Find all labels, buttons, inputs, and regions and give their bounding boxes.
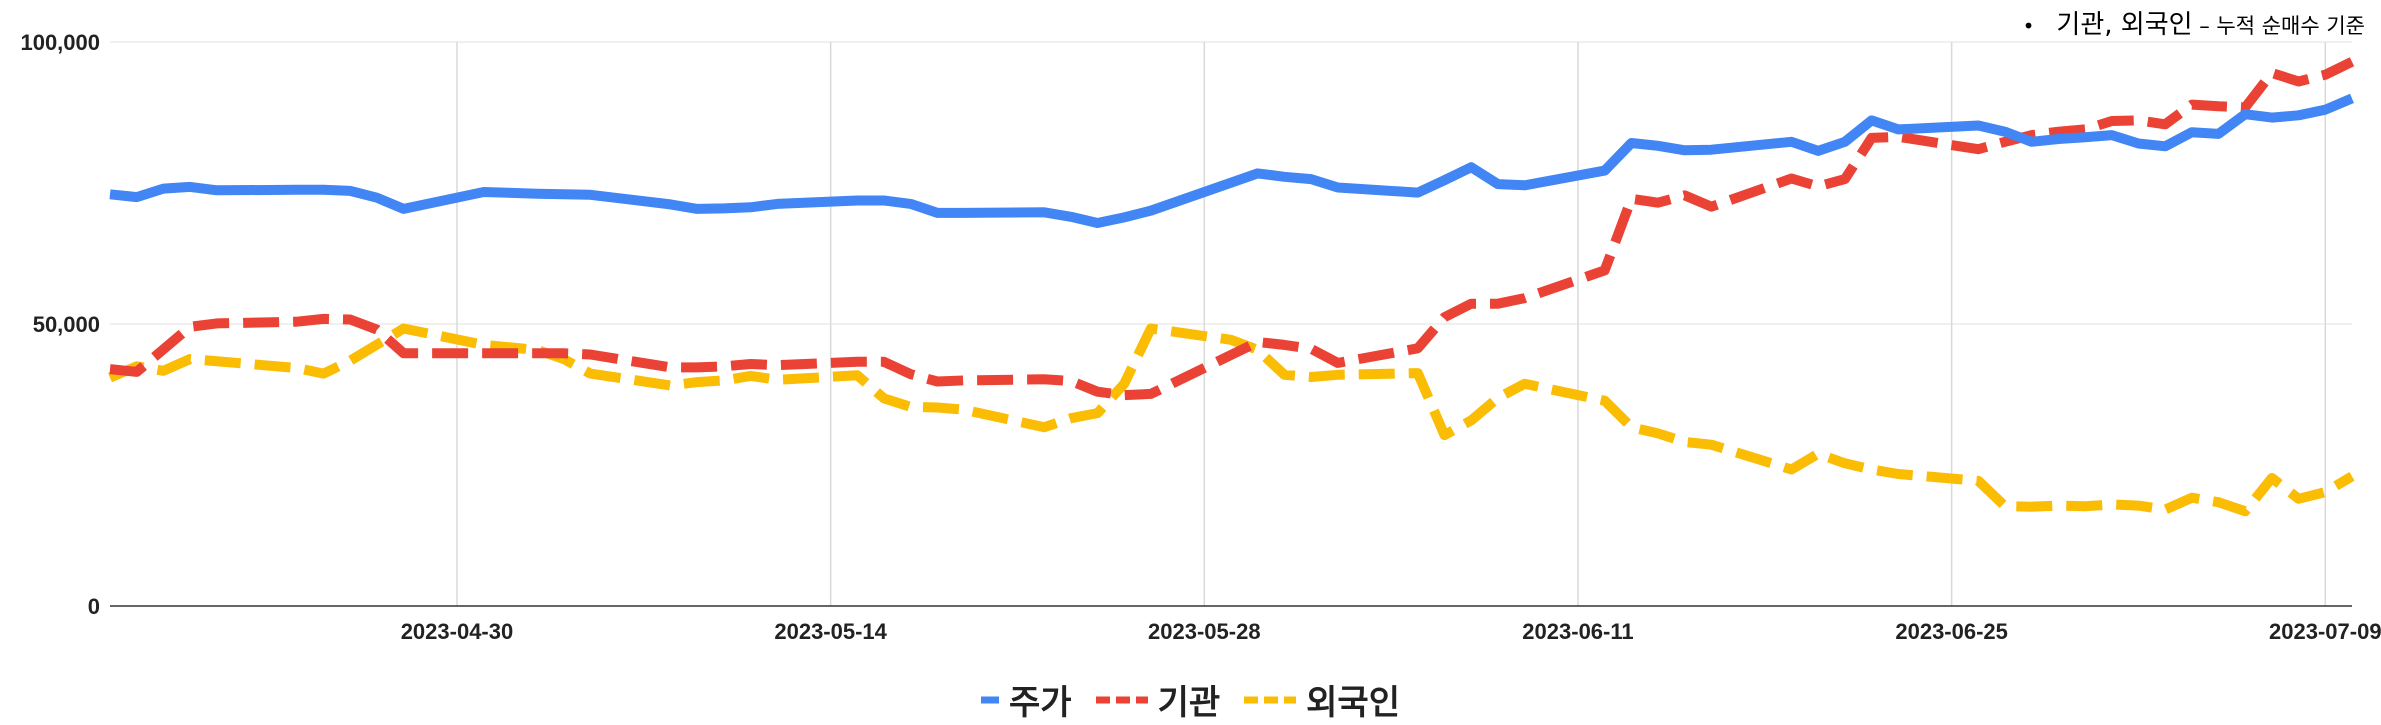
legend-item-stock-price[interactable]: 주가 bbox=[981, 675, 1072, 724]
grid bbox=[110, 41, 2352, 606]
legend-item-institution[interactable]: 기관 bbox=[1095, 675, 1221, 724]
series-lines bbox=[108, 57, 2355, 517]
annotation-sub: 누적 순매수 기준 bbox=[2216, 14, 2365, 38]
legend-item-foreign[interactable]: 외국인 bbox=[1244, 675, 1400, 724]
x-tick-label: 2023-06-11 bbox=[1522, 619, 1633, 644]
legend-swatch-dashed bbox=[1244, 696, 1297, 703]
y-tick-label: 0 bbox=[88, 594, 100, 619]
y-tick-label: 100,000 bbox=[20, 30, 100, 55]
legend-swatch-dashed bbox=[1095, 696, 1148, 703]
series-line-0 bbox=[109, 93, 2354, 228]
annotation-separator: – bbox=[2192, 14, 2217, 38]
legend-swatch-solid bbox=[981, 696, 1000, 703]
x-tick-label: 2023-06-25 bbox=[1895, 619, 2008, 644]
y-axis: 0 50,000 100,000 bbox=[20, 30, 100, 619]
series-line-2 bbox=[108, 323, 2355, 517]
y-tick-label: 50,000 bbox=[33, 312, 100, 337]
x-tick-label: 2023-07-09 bbox=[2269, 619, 2381, 644]
x-tick-label: 2023-05-14 bbox=[774, 619, 887, 644]
chart-annotation: • 기관, 외국인 – 누적 순매수 기준 bbox=[2023, 4, 2365, 41]
chart-legend: 주가 기관 외국인 bbox=[0, 675, 2381, 724]
series-line-1 bbox=[109, 57, 2355, 401]
annotation-bullet: • bbox=[2022, 14, 2035, 38]
x-tick-label: 2023-05-28 bbox=[1148, 619, 1261, 644]
x-axis: 2023-04-30 2023-05-14 2023-05-28 2023-06-11… bbox=[110, 605, 2381, 644]
annotation-main: 기관, 외국인 bbox=[2056, 10, 2193, 40]
legend-label: 외국인 bbox=[1306, 683, 1400, 723]
x-tick-label: 2023-04-30 bbox=[401, 619, 514, 644]
legend-label: 기관 bbox=[1157, 683, 1221, 723]
legend-label: 주가 bbox=[1009, 683, 1072, 723]
